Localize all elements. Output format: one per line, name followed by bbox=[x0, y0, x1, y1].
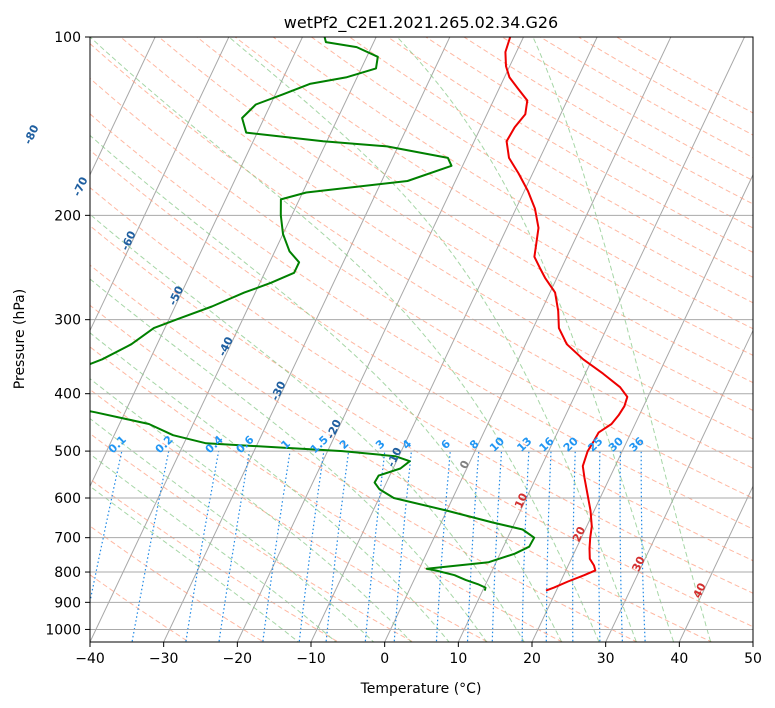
y-tick-label: 500 bbox=[54, 444, 81, 460]
moist-adiabat-line bbox=[90, 378, 413, 642]
pressure-gridlines bbox=[90, 37, 753, 630]
dry-adiabat-line bbox=[120, 37, 753, 440]
isotherm-line bbox=[90, 37, 304, 488]
y-tick-label: 800 bbox=[54, 565, 81, 581]
isotherm-line bbox=[605, 329, 753, 642]
dry-adiabat-line bbox=[90, 432, 414, 642]
moist-adiabat-line bbox=[90, 278, 488, 642]
x-axis-label: Temperature (°C) bbox=[360, 681, 482, 697]
theta-label: 30 bbox=[630, 554, 648, 574]
mixing-ratio-line bbox=[435, 451, 451, 642]
mixing-ratio-line bbox=[491, 451, 503, 642]
isotherm-line bbox=[90, 37, 156, 176]
dry-adiabat-line bbox=[90, 225, 753, 628]
y-tick-label: 200 bbox=[54, 208, 81, 224]
isotherm-line bbox=[531, 173, 753, 642]
mixing-ratio-line bbox=[262, 451, 291, 642]
dry-adiabat-line bbox=[90, 43, 753, 469]
x-tick-label: 40 bbox=[670, 651, 688, 667]
moist-adiabat-line bbox=[228, 37, 637, 642]
moist-adiabat-line bbox=[90, 37, 600, 642]
theta-label: 20 bbox=[570, 524, 588, 544]
x-tick-label: 30 bbox=[597, 651, 615, 667]
x-tick-label: 10 bbox=[449, 651, 467, 667]
theta-label: 40 bbox=[691, 581, 709, 601]
moist-adiabat-line bbox=[532, 37, 712, 642]
mixing-ratio-line bbox=[185, 450, 220, 642]
y-tick-label: 600 bbox=[54, 491, 81, 507]
x-tick-label: 0 bbox=[380, 651, 389, 667]
moist-adiabat-lines bbox=[90, 37, 712, 642]
mixing-ratio-line bbox=[521, 451, 530, 642]
dry-adiabat-line bbox=[196, 37, 753, 384]
dry-adiabat-line bbox=[90, 77, 753, 499]
dewpoint-profile-line bbox=[90, 37, 536, 591]
y-tick-label: 300 bbox=[54, 313, 81, 329]
mixing-ratio-line bbox=[218, 450, 251, 642]
mixing-ratio-line bbox=[393, 451, 412, 642]
chart-title: wetPf2_C2E1.2021.265.02.34.G26 bbox=[284, 13, 558, 33]
dry-adiabat-line bbox=[90, 478, 340, 642]
x-tick-label: 50 bbox=[744, 651, 762, 667]
isotherm-line bbox=[457, 37, 746, 642]
mixing-ratio-line bbox=[364, 451, 386, 642]
y-tick-label: 700 bbox=[54, 531, 81, 547]
moist-adiabat-line bbox=[90, 134, 563, 642]
temperature-profile-line bbox=[504, 37, 629, 592]
isotherm-line bbox=[90, 37, 230, 332]
mixing-ratio-line bbox=[466, 451, 480, 642]
x-tick-label: −20 bbox=[223, 651, 253, 667]
x-axis: −40 −30 −20 −10 0 10 20 30 40 50 bbox=[75, 642, 762, 667]
x-tick-label: −40 bbox=[75, 651, 105, 667]
dry-adiabat-line bbox=[158, 37, 753, 411]
mixing-ratio-line bbox=[298, 451, 325, 642]
mixing-ratio-line bbox=[598, 451, 601, 642]
isotherm-line bbox=[163, 37, 451, 642]
dry-adiabat-line bbox=[90, 149, 753, 562]
isotherm-line bbox=[236, 37, 525, 642]
isotherm-line bbox=[678, 485, 753, 642]
mixing-ratio-line bbox=[572, 451, 576, 642]
mixing-ratio-line bbox=[325, 451, 350, 642]
dry-adiabat-line bbox=[90, 346, 564, 642]
y-axis-label: Pressure (hPa) bbox=[12, 289, 28, 389]
background-reference-lines bbox=[90, 37, 753, 642]
dry-adiabat-line bbox=[90, 264, 713, 642]
plot-frame bbox=[89, 36, 754, 643]
mixing-ratio-line bbox=[131, 450, 170, 642]
mixing-ratio-line bbox=[545, 451, 552, 642]
dry-adiabat-line bbox=[90, 388, 489, 642]
moist-adiabat-line bbox=[90, 485, 300, 642]
y-axis: 100 200 300 400 500 600 700 800 900 1000 bbox=[45, 30, 90, 638]
isotherm-line bbox=[310, 37, 598, 642]
y-tick-label: 100 bbox=[54, 30, 81, 46]
x-tick-label: −10 bbox=[296, 651, 326, 667]
dry-adiabat-line bbox=[90, 186, 753, 594]
y-tick-label: 400 bbox=[54, 387, 81, 403]
x-tick-label: 20 bbox=[523, 651, 541, 667]
profile-layer bbox=[90, 37, 629, 592]
y-tick-label: 1000 bbox=[45, 622, 81, 638]
isotherm-line bbox=[90, 37, 377, 642]
isotherm-line bbox=[384, 37, 672, 642]
dry-adiabat-line bbox=[90, 574, 190, 642]
moist-adiabat-line bbox=[90, 332, 450, 642]
theta-label: 10 bbox=[512, 491, 530, 511]
x-tick-label: −30 bbox=[149, 651, 179, 667]
dry-adiabat-lines bbox=[90, 37, 753, 642]
isotherm-lines bbox=[90, 37, 753, 642]
mixing-ratio-line bbox=[640, 451, 646, 642]
moist-adiabat-line bbox=[396, 37, 675, 642]
mixing-ratio-line bbox=[619, 451, 623, 642]
moist-adiabat-line bbox=[90, 417, 375, 642]
mixing-ratio-lines bbox=[90, 450, 646, 642]
y-tick-label: 900 bbox=[54, 595, 81, 611]
